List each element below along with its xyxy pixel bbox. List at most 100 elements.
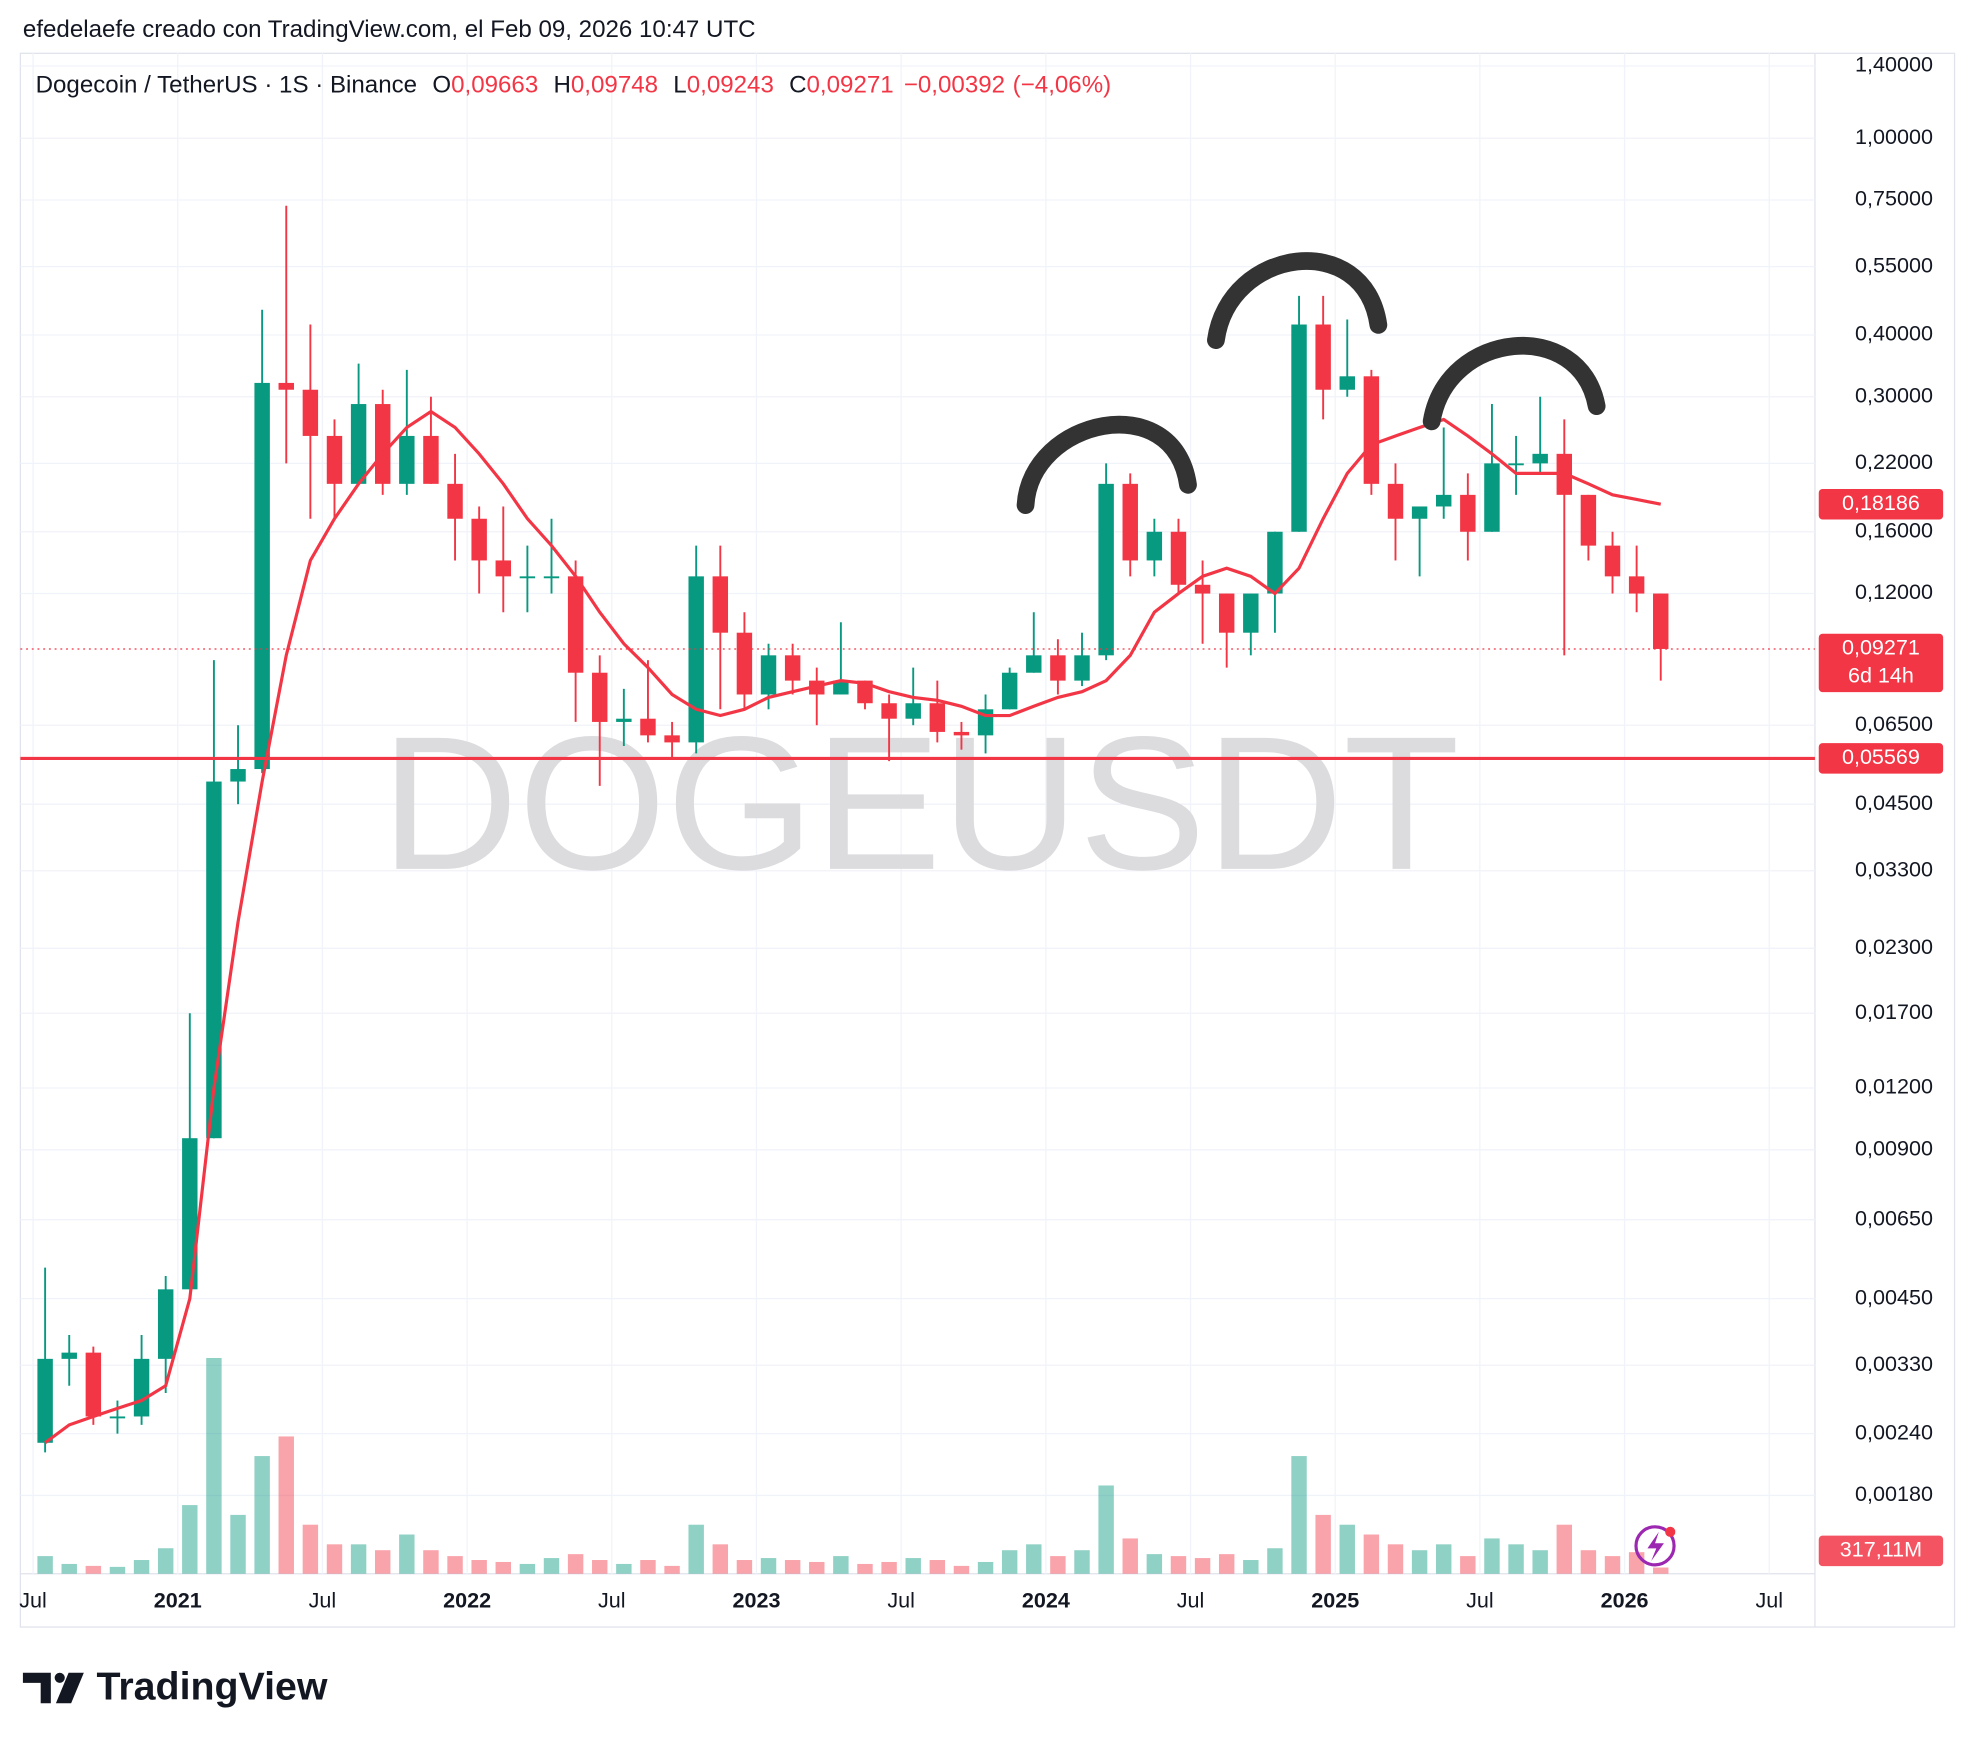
volume-bar <box>447 1556 463 1574</box>
y-tick-label: 0,06500 <box>1855 711 1933 736</box>
volume-bar <box>1146 1554 1163 1574</box>
candle-body <box>423 435 439 484</box>
candle-body <box>1315 324 1331 390</box>
legend-ohlc-value: 0,09243 <box>687 72 774 99</box>
volume-bar <box>640 1560 656 1574</box>
volume-bar <box>712 1544 729 1574</box>
candle-body <box>688 576 704 743</box>
candle-body <box>881 703 897 719</box>
logo-shape <box>22 1672 51 1704</box>
y-tick-label: 0,00650 <box>1855 1205 1933 1230</box>
candle-body <box>326 435 343 484</box>
y-tick-label: 1,00000 <box>1855 124 1933 149</box>
volume-bar <box>254 1456 270 1574</box>
y-tick-label: 0,01200 <box>1855 1074 1933 1099</box>
candle-body <box>1532 453 1548 464</box>
credit: efedelaefe creado con TradingView.com, e… <box>23 16 756 43</box>
y-tick-label: 0,02300 <box>1855 934 1933 959</box>
alert-bolt[interactable] <box>1647 1531 1664 1562</box>
volume-bar <box>1484 1538 1500 1574</box>
candle-body <box>953 731 970 736</box>
candle-body <box>519 576 536 579</box>
brand-logo <box>22 1672 84 1704</box>
volume-bar <box>37 1556 53 1574</box>
legend-ohlc-value: 0,09748 <box>571 72 658 99</box>
volume-bar <box>230 1514 246 1574</box>
x-tick-label: Jul <box>309 1587 337 1612</box>
brand: TradingView <box>97 1665 328 1709</box>
price-tag-label: 0,09271 <box>1842 635 1920 660</box>
candle-body <box>1267 531 1283 594</box>
candle-body <box>1291 324 1307 532</box>
legend-change: −0,00392 <box>904 72 1005 99</box>
price-tag-label: 0,18186 <box>1842 490 1920 515</box>
x-tick-label: Jul <box>1755 1587 1783 1612</box>
x-tick-label: Jul <box>887 1587 915 1612</box>
volume-bar <box>1050 1556 1066 1574</box>
volume-tag-label: 317,11M <box>1840 1537 1922 1562</box>
x-tick-label: 2025 <box>1311 1587 1359 1612</box>
watermark: DOGEUSDT <box>381 698 1460 910</box>
overlays <box>20 409 1815 1445</box>
y-tick-label: 0,40000 <box>1855 321 1933 346</box>
chart-frame <box>19 52 1956 1628</box>
x-tick-label: 2024 <box>1022 1587 1070 1612</box>
volume-bar <box>664 1565 680 1574</box>
candle-body <box>1580 494 1597 546</box>
x-tick-label: 2026 <box>1601 1587 1649 1612</box>
candle-body <box>1050 655 1066 681</box>
volume-bar <box>881 1561 897 1574</box>
volume-bar <box>206 1357 222 1574</box>
volume-bar <box>1653 1567 1669 1574</box>
alert-circle[interactable] <box>1634 1525 1676 1567</box>
y-tick-label: 0,12000 <box>1855 579 1933 604</box>
arc-drawing <box>1016 415 1197 515</box>
volume-bar <box>1098 1485 1114 1574</box>
y-tick-label: 0,00900 <box>1855 1136 1933 1161</box>
candle-body <box>1001 672 1018 710</box>
volume-bar <box>929 1560 946 1574</box>
y-tick-label: 0,00450 <box>1855 1284 1933 1309</box>
volume-bar <box>133 1560 150 1574</box>
legend-change-pct: (−4,06%) <box>1013 72 1111 99</box>
candle-body <box>929 703 946 732</box>
legend-ohlc-name: L <box>673 72 686 99</box>
x-tick-label: Jul <box>1177 1587 1205 1612</box>
arc-drawing <box>1422 336 1606 431</box>
alert-dot[interactable] <box>1665 1526 1676 1537</box>
logo-shape <box>55 1672 84 1704</box>
volume-bar <box>1508 1544 1524 1574</box>
candle-body <box>1194 584 1211 594</box>
legend-ohlc-name: O <box>432 72 451 99</box>
volume-bar <box>423 1550 439 1574</box>
y-tick-label: 0,00330 <box>1855 1351 1933 1376</box>
volume-bar <box>809 1561 825 1574</box>
volume-bar <box>1074 1550 1090 1574</box>
grid <box>20 53 1815 1574</box>
candle-body <box>1074 655 1090 681</box>
alert-icon[interactable] <box>1634 1525 1676 1567</box>
volume-bar <box>495 1561 511 1574</box>
volume-bar <box>1363 1534 1380 1574</box>
candle-body <box>182 1138 198 1290</box>
candle-body <box>1604 545 1621 577</box>
price-tag <box>1818 489 1944 520</box>
candle-body <box>230 769 246 782</box>
candle-body <box>1653 593 1669 649</box>
volume-bar <box>1243 1560 1259 1574</box>
legend-ohlc-name: H <box>553 72 570 99</box>
volume-bar <box>1122 1538 1138 1574</box>
candle-body <box>85 1352 102 1417</box>
volume-bar <box>1556 1524 1573 1574</box>
candle-body <box>1218 593 1235 633</box>
y-tick-label: 0,04500 <box>1855 790 1933 815</box>
volume-bar <box>350 1544 367 1574</box>
legend-ohlc-name: C <box>789 72 806 99</box>
candle-body <box>1484 463 1500 532</box>
price-tag <box>1818 633 1944 693</box>
x-tick-label: 2021 <box>154 1587 202 1612</box>
candle-body <box>1026 655 1042 673</box>
volume-bar <box>326 1544 343 1574</box>
